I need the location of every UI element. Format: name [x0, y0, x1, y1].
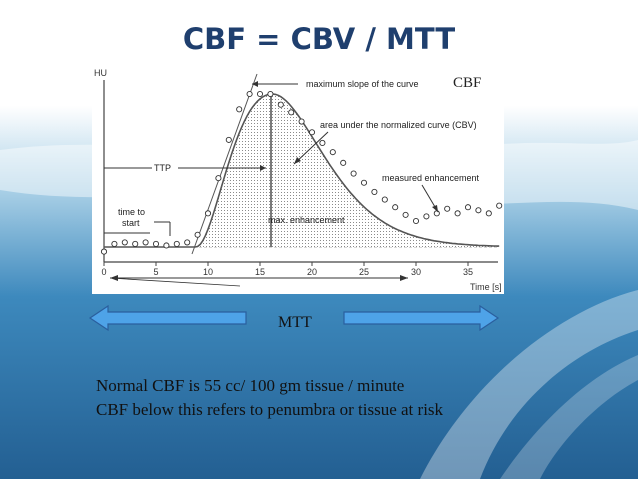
cbf-label: CBF: [453, 75, 482, 91]
x-axis-label: Time [s]: [470, 282, 502, 292]
data-point: [142, 239, 149, 246]
x-axis-ticks: 0 5 10 15 20 25 30 35: [101, 262, 473, 277]
data-point: [246, 90, 253, 98]
data-point: [121, 239, 128, 246]
perfusion-curve-diagram: HU 0 5 10 15 20 25 30 35 Time [s] maximum slope…: [92, 66, 504, 294]
data-point: [475, 207, 482, 214]
mtt-span-arrowhead-right: [400, 275, 408, 281]
data-point: [360, 179, 368, 186]
ttp-arrowhead: [260, 165, 266, 171]
mtt-right-arrow: [343, 304, 500, 332]
x-tick-label: 15: [255, 267, 265, 277]
x-tick-label: 30: [411, 267, 421, 277]
data-point: [392, 204, 399, 211]
data-point: [236, 106, 243, 113]
mtt-span-diagonal: [109, 277, 241, 287]
x-tick-label: 25: [359, 267, 369, 277]
area-arrow: [293, 131, 329, 165]
data-point: [381, 196, 388, 203]
max-slope-arrowhead: [252, 81, 258, 87]
data-point: [256, 90, 264, 98]
data-point: [464, 204, 472, 211]
data-point: [132, 240, 139, 247]
data-point: [152, 240, 160, 247]
cbv-area: [104, 94, 500, 247]
data-point: [412, 217, 420, 225]
data-point: [215, 175, 222, 182]
time-to-start-label-2: start: [122, 218, 140, 228]
y-axis-label: HU: [94, 68, 107, 78]
penumbra-note: CBF below this refers to penumbra or tis…: [96, 400, 444, 419]
area-arrowhead: [294, 157, 301, 164]
data-point: [225, 136, 232, 143]
data-point: [277, 101, 284, 108]
data-point: [329, 149, 336, 156]
data-point: [340, 159, 347, 166]
time-to-start-label-1: time to: [118, 207, 145, 217]
data-point: [433, 210, 440, 217]
data-point: [319, 139, 326, 147]
data-point: [496, 202, 503, 209]
data-point: [350, 170, 357, 177]
data-point: [288, 109, 295, 116]
data-point: [204, 210, 212, 217]
data-point: [173, 240, 180, 247]
max-enhancement-annotation: max. enhancement: [268, 215, 345, 225]
area-annotation: area under the normalized curve (CBV): [320, 120, 477, 130]
data-point: [267, 90, 274, 98]
measured-arrowhead: [432, 205, 438, 212]
x-tick-label: 20: [307, 267, 317, 277]
ttp-annotation: TTP: [154, 163, 171, 173]
mtt-arrows: [88, 304, 500, 332]
x-tick-label: 35: [463, 267, 473, 277]
x-tick-label: 0: [101, 267, 106, 277]
x-tick-label: 5: [153, 267, 158, 277]
data-point: [163, 242, 170, 249]
data-point: [423, 213, 430, 220]
data-point: [371, 188, 378, 195]
data-point: [444, 205, 451, 212]
data-point: [454, 210, 461, 217]
data-point: [402, 211, 409, 218]
data-point: [308, 129, 316, 136]
data-point: [111, 240, 118, 247]
slide-title: CBF = CBV / MTT: [182, 22, 456, 56]
mtt-left-arrow: [88, 304, 247, 332]
data-point: [485, 210, 492, 217]
mtt-label: MTT: [278, 314, 312, 331]
data-point: [298, 118, 305, 125]
data-point: [184, 239, 191, 246]
normal-cbf-note: Normal CBF is 55 cc/ 100 gm tissue / min…: [96, 376, 405, 395]
data-point: [100, 248, 108, 255]
max-slope-annotation: maximum slope of the curve: [306, 79, 419, 89]
measured-annotation: measured enhancement: [382, 173, 480, 183]
max-slope-line: [191, 73, 258, 255]
data-point: [194, 231, 201, 238]
x-tick-label: 10: [203, 267, 213, 277]
